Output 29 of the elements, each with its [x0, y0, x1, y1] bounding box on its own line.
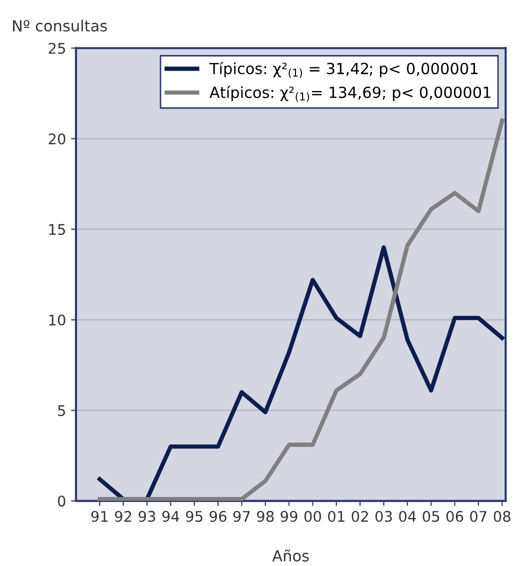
x-tick-label: 96	[210, 510, 226, 522]
y-tick-label: 0	[58, 496, 66, 507]
x-tick-label: 08	[494, 510, 510, 522]
x-tick-label: 94	[162, 510, 180, 522]
legend-label: Atípicos: χ²$_{(1)}$= 134,69; p< 0,000001	[210, 86, 490, 102]
x-axis-title: Años	[272, 549, 309, 562]
x-tick-label: 01	[328, 510, 344, 522]
x-tick-label: 02	[352, 510, 368, 522]
y-tick-label: 20	[48, 133, 66, 144]
x-tick-label: 04	[399, 510, 416, 522]
x-tick-label: 97	[233, 510, 250, 522]
x-tick-label: 07	[470, 510, 486, 522]
y-tick-label: 5	[58, 405, 65, 416]
y-tick-label: 15	[49, 224, 65, 235]
y-tick-label: 10	[49, 314, 66, 326]
x-tick-label: 06	[446, 510, 464, 522]
x-tick-label: 95	[186, 510, 202, 522]
x-tick-label: 93	[138, 510, 156, 522]
line-series	[98, 118, 504, 501]
x-tick-label: 92	[114, 510, 132, 522]
y-tick-label: 25	[48, 42, 65, 54]
y-axis-title: Nº consultas	[13, 20, 107, 32]
x-tick-label: 98	[257, 510, 274, 522]
x-tick-label: 91	[91, 510, 108, 522]
x-tick-label: 99	[280, 510, 298, 522]
legend-label: Típicos: χ²$_{(1)}$ = 31,42; p< 0,000001	[209, 62, 478, 78]
x-tick-label: 05	[422, 510, 440, 522]
x-tick-label: 00	[304, 510, 322, 522]
x-tick-label: 03	[375, 510, 392, 522]
